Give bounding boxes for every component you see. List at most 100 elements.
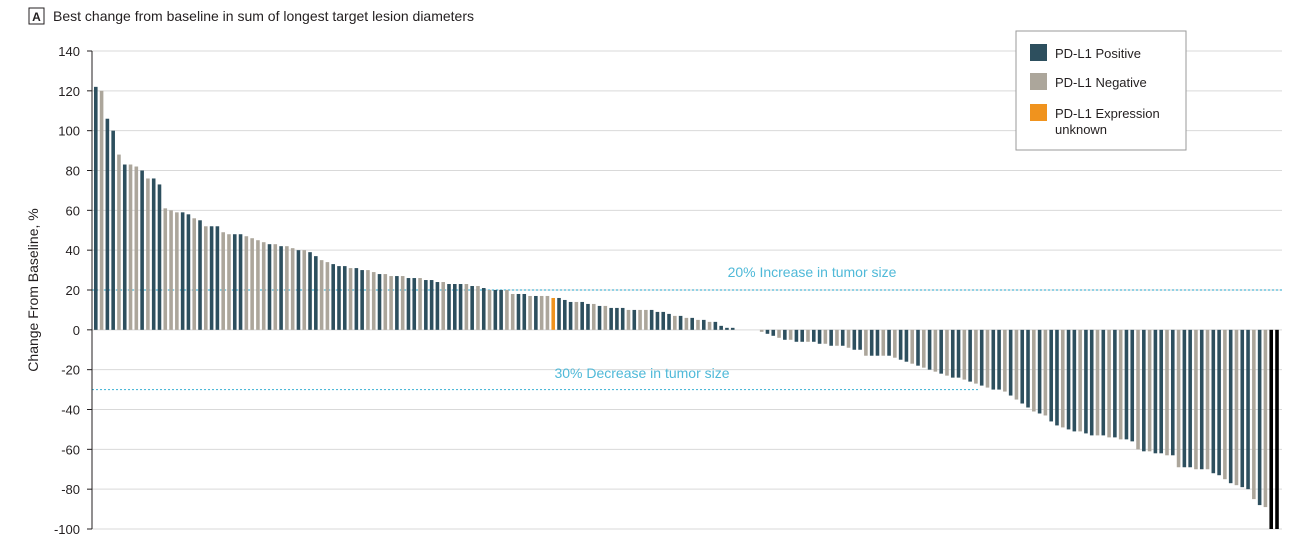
bar-positive — [649, 309, 654, 330]
bar-negative — [962, 329, 967, 380]
bar-negative — [603, 305, 608, 330]
y-axis: 140 120 100 80 60 40 20 0 -20 -40 -60 -80 -100 — [54, 44, 93, 537]
bar-positive — [1153, 329, 1158, 454]
y-tick-label: -40 — [61, 403, 80, 418]
bar-positive — [765, 329, 770, 334]
bar-negative — [528, 295, 532, 330]
bar-positive — [580, 301, 584, 330]
legend-label-negative: PD-L1 Negative — [1055, 75, 1147, 90]
bar-negative — [644, 309, 648, 330]
bar-negative — [759, 329, 764, 332]
gridlines — [92, 50, 1282, 530]
bar-negative — [487, 290, 492, 330]
bar-positive — [991, 329, 996, 390]
bar-positive — [730, 327, 735, 330]
bar-negative — [1263, 329, 1268, 508]
bar-positive — [557, 297, 561, 330]
bar-undefined — [1269, 329, 1274, 529]
bar-positive — [180, 212, 185, 330]
bar-negative — [128, 164, 133, 330]
bar-positive — [424, 280, 428, 330]
bar-negative — [1107, 329, 1111, 438]
bar-positive — [597, 305, 602, 330]
bar-positive — [1199, 329, 1204, 470]
bar-positive — [997, 329, 1001, 390]
bar-negative — [1205, 329, 1210, 470]
bar-negative — [227, 234, 231, 330]
bar-positive — [105, 118, 110, 330]
bar-negative — [169, 210, 173, 330]
legend: PD-L1 Positive PD-L1 Negative PD-L1 Expr… — [1015, 30, 1187, 151]
bar-positive — [701, 319, 706, 330]
panel-letter: A — [32, 10, 41, 24]
panel-letter-box — [28, 7, 45, 25]
bar-negative — [1060, 329, 1065, 428]
bar-negative — [985, 329, 990, 388]
bar-positive — [232, 234, 237, 330]
bar-negative — [244, 236, 249, 330]
y-tick-label: 120 — [58, 84, 80, 99]
bar-negative — [290, 248, 295, 330]
bar-positive — [493, 290, 498, 330]
y-tick-label: 100 — [58, 124, 80, 139]
bar-positive — [331, 264, 335, 330]
bar-positive — [1089, 329, 1094, 436]
bar-positive — [1101, 329, 1106, 436]
bar-positive — [1049, 329, 1053, 422]
bar-negative — [99, 90, 104, 330]
bar-positive — [950, 329, 955, 378]
bar-positive — [534, 295, 538, 330]
bar-positive — [840, 329, 845, 346]
bar-positive — [1020, 329, 1025, 404]
bar-positive — [1142, 329, 1146, 452]
bar-positive — [296, 250, 301, 330]
bar-positive — [111, 130, 115, 330]
bar-positive — [470, 286, 474, 330]
bar-negative — [707, 321, 712, 330]
bar-positive — [1037, 329, 1042, 414]
bar-positive — [458, 284, 463, 330]
bar-positive — [1084, 329, 1088, 434]
bar-negative — [974, 329, 978, 384]
bar-negative — [146, 178, 150, 330]
bar-negative — [1003, 329, 1007, 392]
y-tick-label: 20 — [66, 283, 80, 298]
bar-positive — [568, 301, 573, 330]
bar-positive — [1217, 329, 1221, 476]
bar-positive — [956, 329, 961, 378]
y-tick-label: -20 — [61, 363, 80, 378]
bar-negative — [1165, 329, 1169, 456]
bar-negative — [441, 282, 445, 330]
reference-lines — [92, 289, 1282, 391]
bar-positive — [1188, 329, 1192, 468]
legend-swatch-unknown — [1030, 104, 1047, 121]
bar-positive — [1055, 329, 1059, 426]
bar-negative — [806, 329, 810, 342]
bar-negative — [638, 309, 642, 330]
bar-positive — [1246, 329, 1250, 490]
bar-positive — [360, 270, 364, 330]
y-tick-label: -80 — [61, 482, 80, 497]
bar-negative — [626, 309, 631, 330]
bar-negative — [1043, 329, 1048, 416]
bar-negative — [285, 246, 289, 330]
bar-positive — [1228, 329, 1233, 484]
bar-negative — [777, 329, 781, 338]
bar-unknown — [551, 297, 556, 330]
bar-negative — [302, 250, 307, 330]
bar-positive — [661, 311, 666, 330]
bar-negative — [371, 272, 376, 330]
bar-positive — [586, 303, 590, 330]
bar-negative — [1118, 329, 1123, 440]
bar-positive — [447, 284, 451, 330]
bar-negative — [1176, 329, 1181, 468]
bar-negative — [835, 329, 839, 346]
bar-negative — [117, 154, 121, 330]
bar-negative — [204, 226, 208, 330]
bar-negative — [1014, 329, 1019, 400]
bar-positive — [858, 329, 862, 350]
bar-negative — [250, 238, 254, 330]
bar-positive — [690, 317, 694, 330]
bar-positive — [1072, 329, 1077, 432]
